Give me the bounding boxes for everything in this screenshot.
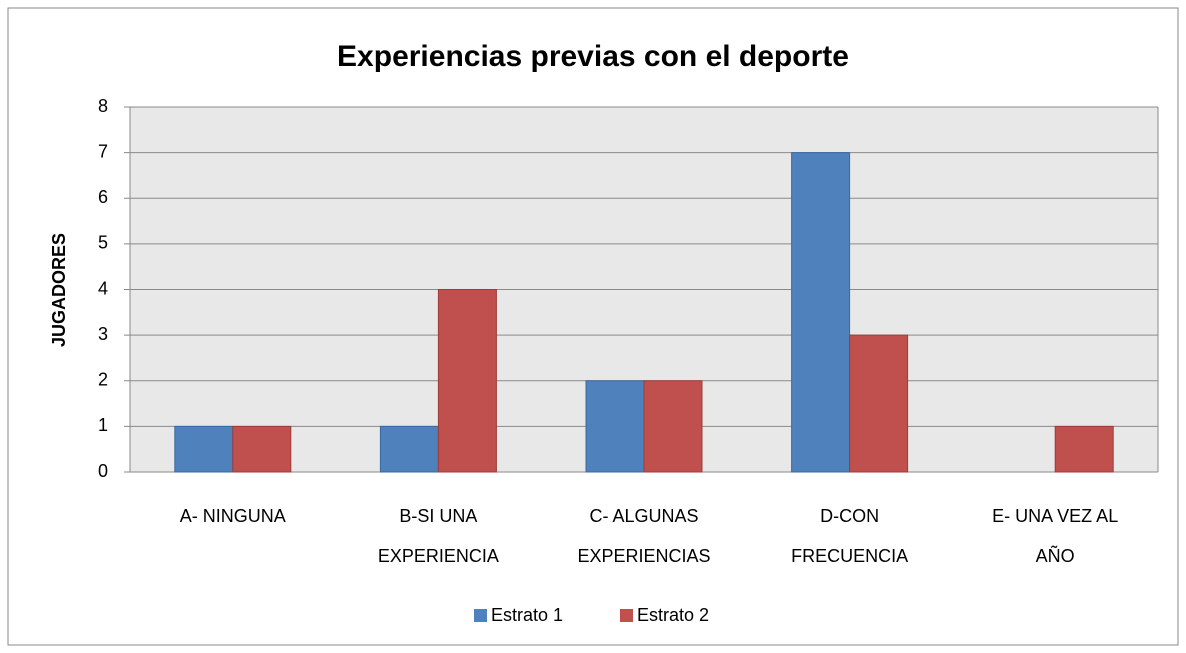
x-tick-label: D-CON FRECUENCIA: [791, 506, 909, 566]
y-tick-label: 0: [98, 461, 108, 481]
y-tick-label: 5: [98, 233, 108, 253]
y-tick-label: 4: [98, 278, 108, 298]
y-tick-label: 2: [98, 370, 108, 390]
bar: [437, 289, 497, 473]
x-tick-label: C- ALGUNAS EXPERIENCIAS: [577, 506, 711, 566]
y-tick-label: 8: [98, 96, 108, 116]
legend-swatch: [474, 609, 487, 622]
x-tick-label: A- NINGUNA: [179, 506, 286, 526]
y-tick-label: 3: [98, 324, 108, 344]
y-tick-label: 6: [98, 187, 108, 207]
bar: [174, 425, 234, 473]
bar: [849, 334, 909, 473]
bar: [643, 380, 703, 473]
x-tick-label: B-SI UNA EXPERIENCIA: [377, 506, 499, 566]
bar: [585, 380, 645, 473]
bar: [232, 425, 292, 473]
legend-label: Estrato 2: [637, 605, 709, 625]
bar: [379, 425, 439, 473]
y-axis-label: JUGADORES: [49, 233, 69, 347]
legend-swatch: [620, 609, 633, 622]
y-tick-label: 7: [98, 141, 108, 161]
bar: [791, 152, 851, 473]
bar: [1054, 425, 1114, 473]
legend-label: Estrato 1: [491, 605, 563, 625]
y-tick-label: 1: [98, 415, 108, 435]
x-tick-label: E- UNA VEZ AL AÑO: [992, 506, 1119, 566]
chart-title: Experiencias previas con el deporte: [337, 40, 849, 73]
